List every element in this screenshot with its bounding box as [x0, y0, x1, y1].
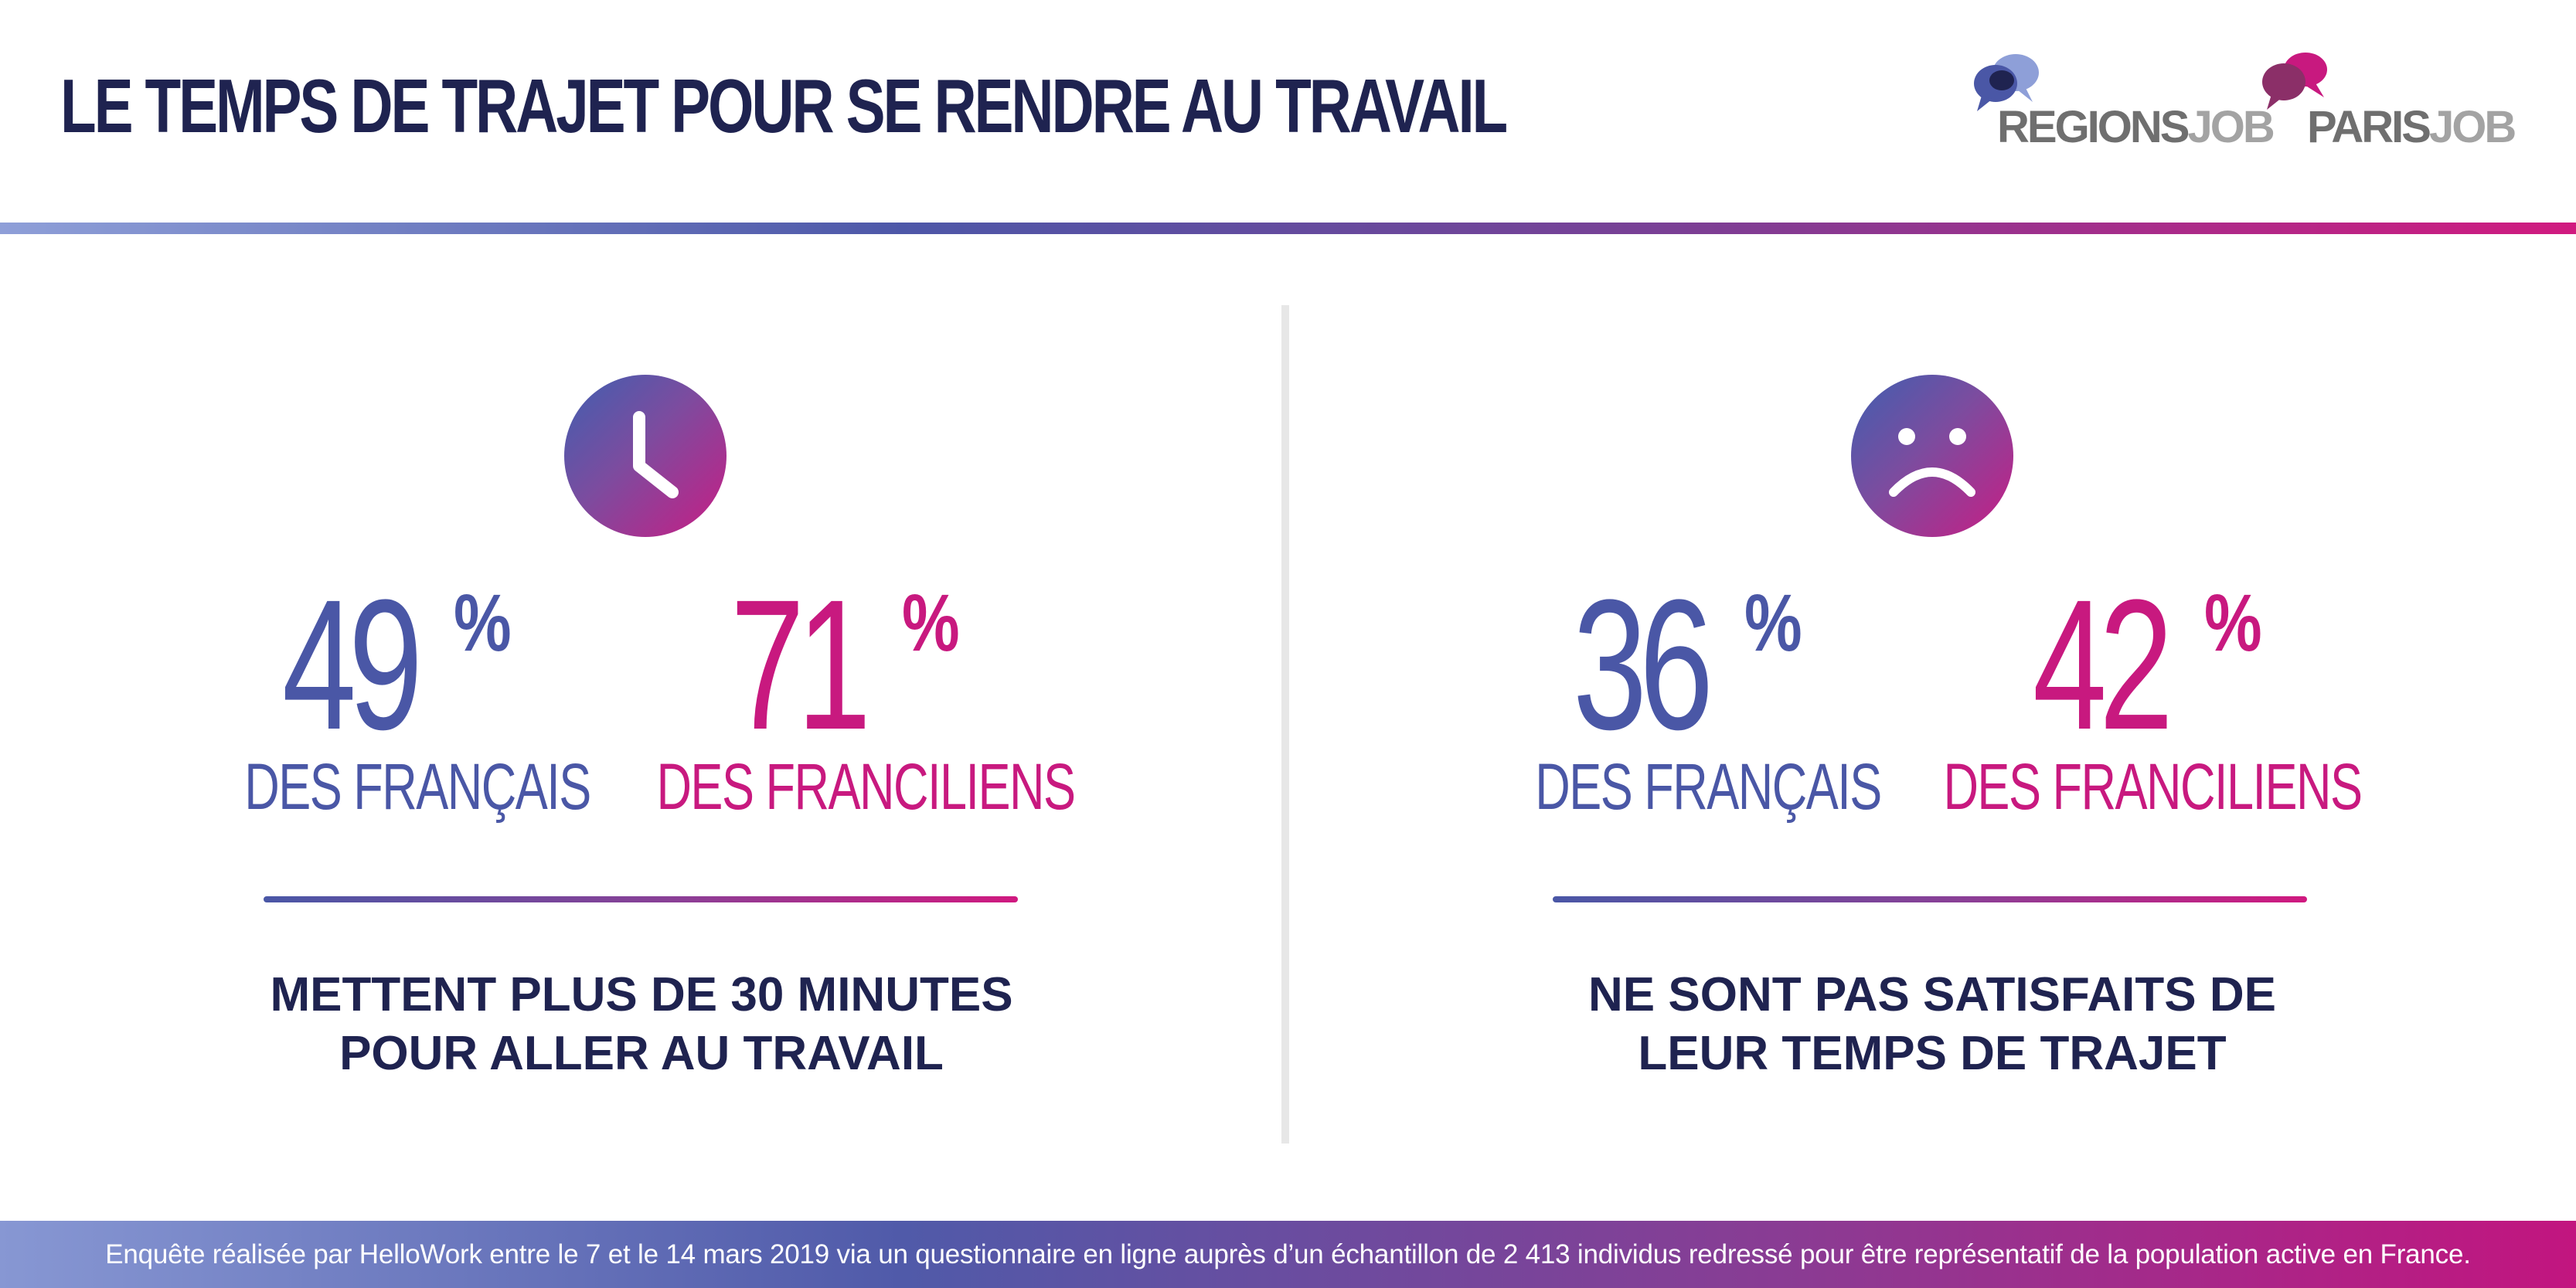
- gradient-rule: [1553, 896, 2307, 902]
- stat-francais: 49 %: [282, 561, 512, 768]
- stat-value: 36: [1573, 561, 1713, 768]
- header-gradient-bar: [0, 223, 2576, 234]
- stat-label-franciliens: DES FRANCILIENS: [656, 750, 1076, 823]
- stat-value: 71: [730, 561, 871, 768]
- regionsjob-logo-light: JOB: [2187, 102, 2275, 152]
- sad-face-icon: [1851, 375, 2013, 537]
- percent-sign: %: [2204, 578, 2262, 668]
- page-title: LE TEMPS DE TRAJET POUR SE RENDRE AU TRA…: [60, 63, 1508, 148]
- percent-sign: %: [902, 578, 960, 668]
- parisjob-logo: PARISJOB: [2261, 46, 2523, 155]
- caption: NE SONT PAS SATISFAITS DE LEUR TEMPS DE …: [1341, 966, 2523, 1083]
- caption: METTENT PLUS DE 30 MINUTES POUR ALLER AU…: [50, 966, 1233, 1083]
- commute-time-panel: 49 % DES FRANÇAIS 71 % DES FRANCILIENS M…: [50, 0, 1240, 1221]
- commute-satisfaction-panel: 36 % DES FRANÇAIS 42 % DES FRANCILIENS N…: [1341, 0, 2531, 1221]
- stat-label-franciliens: DES FRANCILIENS: [1943, 750, 2363, 823]
- caption-line-1: NE SONT PAS SATISFAITS DE: [1588, 968, 2276, 1021]
- stat-label-francais: DES FRANÇAIS: [244, 750, 591, 823]
- panel-divider: [1281, 305, 1289, 1144]
- percent-sign: %: [454, 578, 512, 668]
- stat-value: 42: [2033, 561, 2173, 768]
- regionsjob-logo: REGIONSJOB: [1963, 46, 2275, 155]
- caption-line-1: METTENT PLUS DE 30 MINUTES: [270, 968, 1013, 1021]
- survey-footnote: Enquête réalisée par HelloWork entre le …: [0, 1221, 2576, 1288]
- speech-bubbles-icon: [1974, 54, 2039, 111]
- gradient-rule: [264, 896, 1018, 902]
- brand-logos: REGIONSJOB PARISJOB: [1963, 46, 2520, 155]
- regionsjob-logo-strong: REGIONS: [1997, 102, 2190, 152]
- stat-label-francais: DES FRANÇAIS: [1535, 750, 1882, 823]
- stat-francais: 36 %: [1573, 561, 1802, 768]
- caption-line-2: POUR ALLER AU TRAVAIL: [339, 1027, 944, 1080]
- stat-value: 49: [282, 561, 423, 768]
- clock-icon: [564, 375, 727, 537]
- stat-franciliens: 71 %: [730, 561, 960, 768]
- stat-franciliens: 42 %: [2033, 561, 2262, 768]
- speech-bubbles-icon: [2262, 53, 2327, 110]
- percent-sign: %: [1744, 578, 1802, 668]
- caption-line-2: LEUR TEMPS DE TRAJET: [1638, 1027, 2227, 1080]
- parisjob-logo-strong: PARIS: [2307, 102, 2431, 152]
- parisjob-logo-light: JOB: [2428, 102, 2516, 152]
